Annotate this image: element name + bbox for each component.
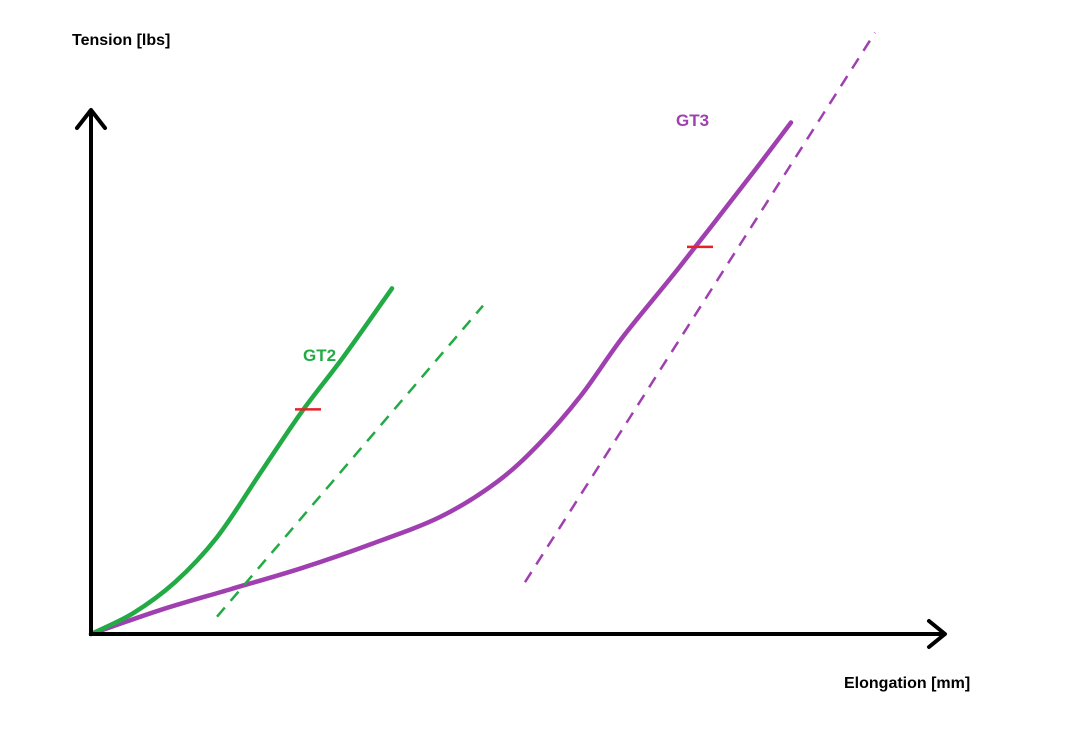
gt2-tangent-line <box>216 304 484 618</box>
series-layer: GT2 GT3 <box>88 31 877 637</box>
x-axis-arrowhead <box>927 619 947 649</box>
x-axis-title: Elongation [mm] <box>844 675 970 692</box>
axes <box>75 108 947 649</box>
y-axis-title: Tension [lbs] <box>72 32 170 49</box>
gt3-curve <box>88 120 794 637</box>
gt3-tangent-line <box>523 31 877 583</box>
y-axis-arrowhead <box>75 108 107 130</box>
gt3-series-label: GT3 <box>676 111 709 130</box>
gt2-curve <box>88 286 395 637</box>
gt2-series-label: GT2 <box>303 346 336 365</box>
